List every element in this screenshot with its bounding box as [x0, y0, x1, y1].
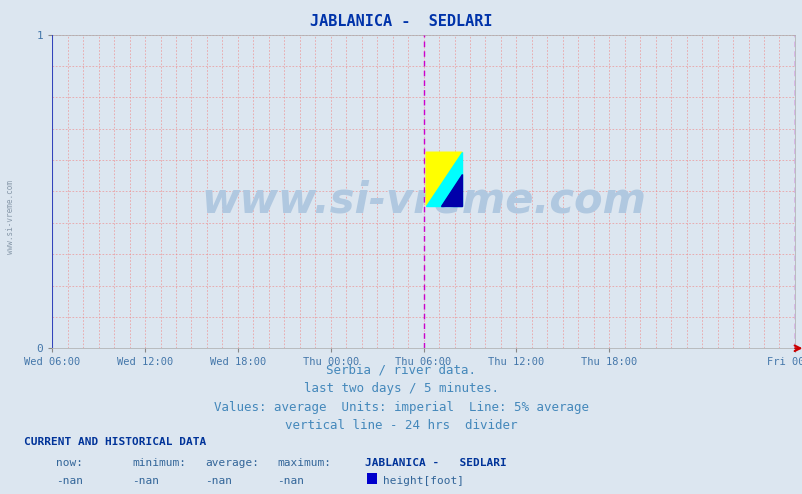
Text: average:: average:	[205, 458, 258, 468]
Text: Values: average  Units: imperial  Line: 5% average: Values: average Units: imperial Line: 5%…	[214, 401, 588, 413]
Text: JABLANICA -   SEDLARI: JABLANICA - SEDLARI	[365, 458, 507, 468]
Text: -nan: -nan	[132, 476, 160, 486]
Polygon shape	[440, 173, 462, 206]
Text: -nan: -nan	[277, 476, 304, 486]
Polygon shape	[426, 152, 462, 206]
Text: JABLANICA -  SEDLARI: JABLANICA - SEDLARI	[310, 14, 492, 29]
Text: www.si-vreme.com: www.si-vreme.com	[200, 180, 646, 222]
Text: www.si-vreme.com: www.si-vreme.com	[6, 180, 15, 254]
Text: now:: now:	[56, 458, 83, 468]
Text: CURRENT AND HISTORICAL DATA: CURRENT AND HISTORICAL DATA	[24, 437, 206, 447]
Text: height[foot]: height[foot]	[383, 476, 464, 486]
Text: last two days / 5 minutes.: last two days / 5 minutes.	[304, 382, 498, 395]
Text: minimum:: minimum:	[132, 458, 186, 468]
Text: Serbia / river data.: Serbia / river data.	[326, 363, 476, 376]
Text: maximum:: maximum:	[277, 458, 330, 468]
Text: -nan: -nan	[205, 476, 232, 486]
Text: -nan: -nan	[56, 476, 83, 486]
Polygon shape	[426, 152, 462, 206]
Text: vertical line - 24 hrs  divider: vertical line - 24 hrs divider	[285, 419, 517, 432]
